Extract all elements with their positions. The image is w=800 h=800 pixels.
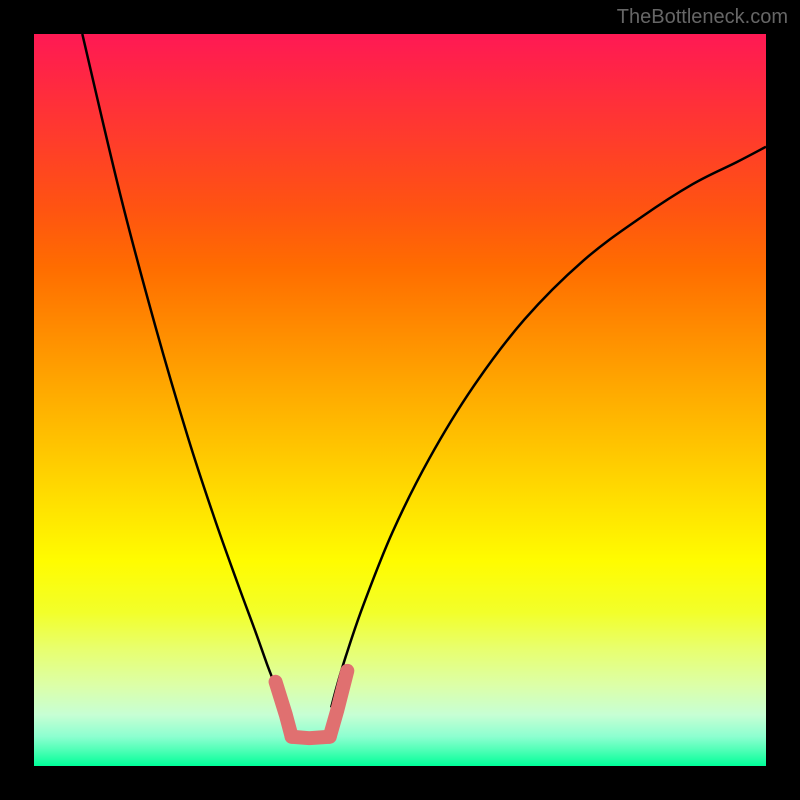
plot-background (34, 34, 766, 766)
watermark-text: TheBottleneck.com (617, 6, 788, 29)
bottleneck-chart (0, 0, 800, 800)
chart-container (0, 0, 800, 800)
